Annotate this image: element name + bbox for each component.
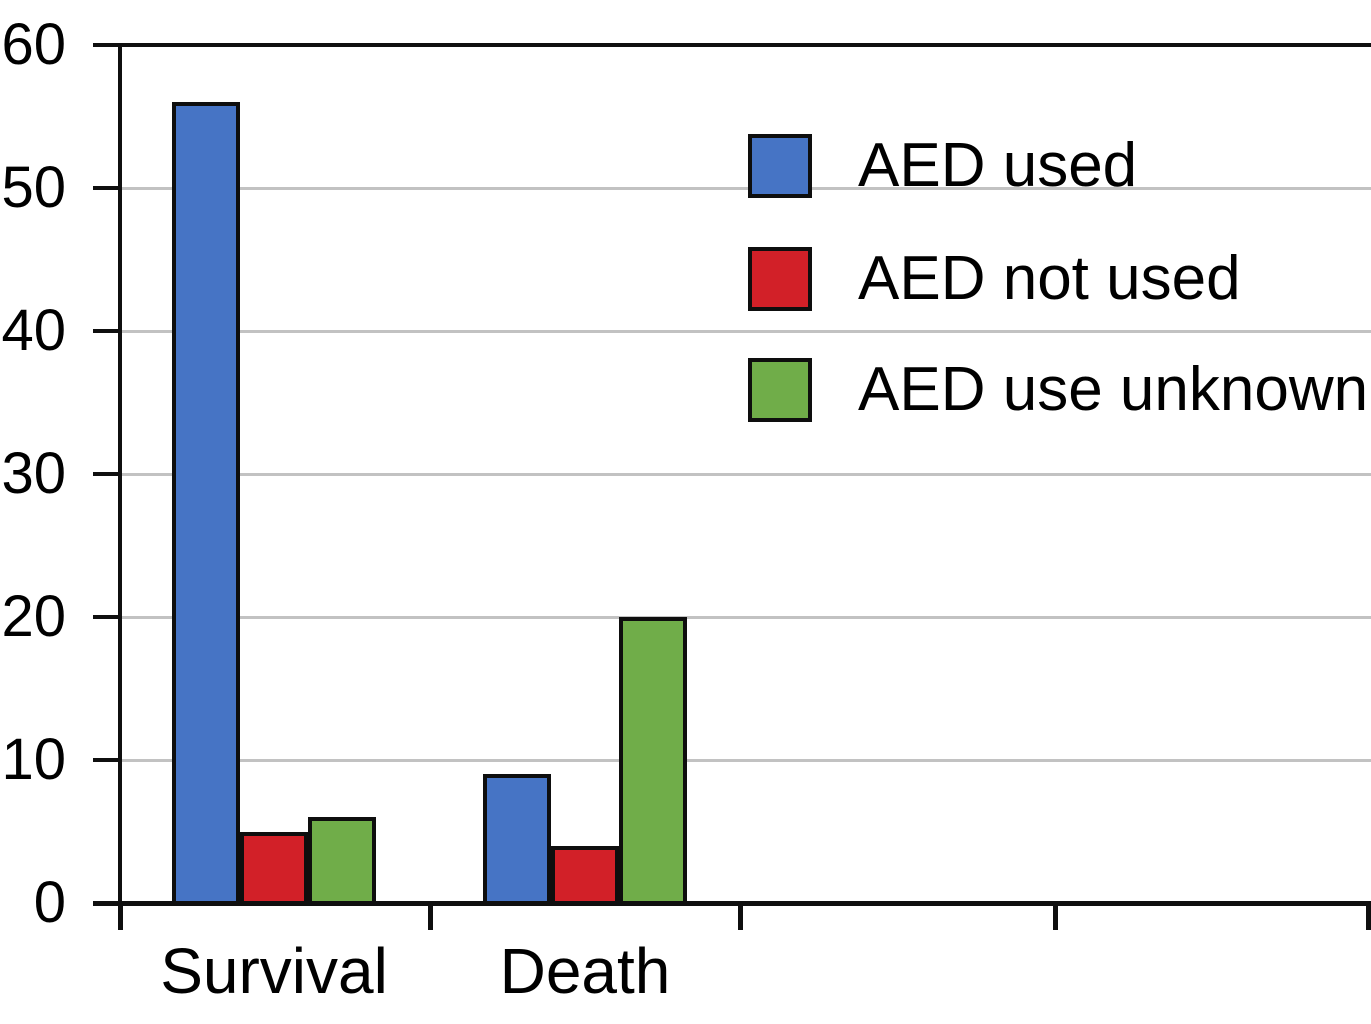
bar-survival-aed-use-unknown <box>308 817 376 905</box>
y-axis-tick-50 <box>93 186 121 190</box>
y-axis-tick-20 <box>93 615 121 619</box>
legend-label-aed-used: AED used <box>858 131 1138 200</box>
y-axis-tick-label-10: 10 <box>1 727 66 792</box>
bar-death-aed-used <box>483 774 551 905</box>
gridline-20 <box>120 615 1371 619</box>
legend-label-aed-not-used: AED not used <box>858 244 1241 313</box>
legend-item-aed-not-used: AED not used <box>748 247 1241 311</box>
y-axis-line <box>118 45 122 906</box>
y-axis-tick-label-30: 30 <box>1 441 66 506</box>
x-axis-tick-0 <box>118 904 123 930</box>
legend-swatch-aed-not-used <box>748 247 812 311</box>
y-axis-tick-label-60: 60 <box>1 12 66 77</box>
legend-label-aed-use-unknown: AED use unknown <box>858 355 1369 424</box>
x-category-label-survival: Survival <box>160 935 388 1007</box>
legend-item-aed-used: AED used <box>748 134 1137 198</box>
plot-top-border <box>93 43 1371 47</box>
y-axis-tick-30 <box>93 472 121 476</box>
y-axis-tick-label-0: 0 <box>33 870 66 935</box>
gridline-10 <box>120 758 1371 762</box>
y-axis-tick-40 <box>93 329 121 333</box>
x-axis-line <box>93 901 1371 906</box>
gridline-30 <box>120 472 1371 476</box>
bar-survival-aed-used <box>172 102 240 905</box>
y-axis-tick-label-50: 50 <box>1 155 66 220</box>
bar-death-aed-not-used <box>551 845 619 905</box>
bar-survival-aed-not-used <box>240 831 308 905</box>
legend-item-aed-use-unknown: AED use unknown <box>748 358 1368 422</box>
gridline-40 <box>120 329 1371 333</box>
legend-swatch-aed-use-unknown <box>748 358 812 422</box>
bar-death-aed-use-unknown <box>619 617 687 905</box>
y-axis-tick-label-40: 40 <box>1 298 66 363</box>
x-axis-tick-2 <box>738 904 743 930</box>
gridline-50 <box>120 186 1371 190</box>
x-axis-tick-4 <box>1366 904 1371 930</box>
legend-swatch-aed-used <box>748 134 812 198</box>
x-category-label-death: Death <box>499 935 671 1007</box>
y-axis-tick-label-20: 20 <box>1 584 66 649</box>
y-axis-tick-10 <box>93 758 121 762</box>
x-axis-tick-1 <box>428 904 433 930</box>
x-axis-tick-3 <box>1053 904 1058 930</box>
